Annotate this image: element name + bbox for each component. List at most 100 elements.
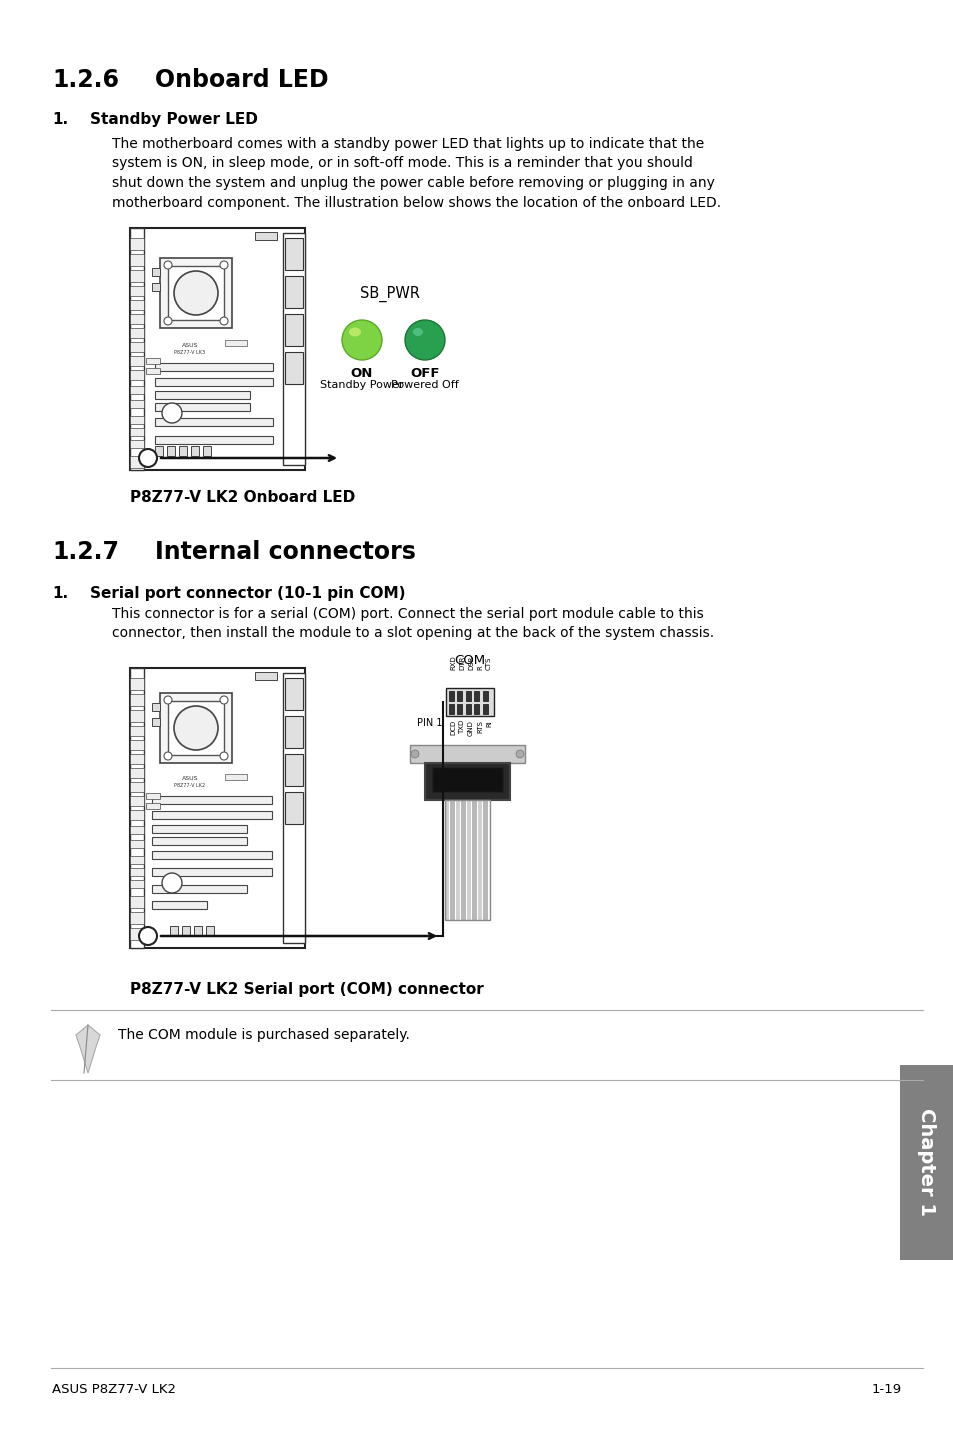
Text: 1.2.7: 1.2.7 <box>52 541 119 564</box>
Bar <box>474 692 479 700</box>
Bar <box>444 800 490 920</box>
Bar <box>285 754 303 787</box>
Bar <box>152 902 207 909</box>
Text: ASUS: ASUS <box>182 777 198 781</box>
Text: connector, then install the module to a slot opening at the back of the system c: connector, then install the module to a … <box>112 627 714 640</box>
Bar <box>449 692 454 700</box>
Ellipse shape <box>413 328 422 336</box>
Text: DTR: DTR <box>458 656 464 670</box>
Bar <box>474 705 479 715</box>
Text: 1.2.6: 1.2.6 <box>52 68 119 92</box>
Text: Chapter 1: Chapter 1 <box>917 1109 936 1217</box>
Text: P8Z77-V LK2 Serial port (COM) connector: P8Z77-V LK2 Serial port (COM) connector <box>130 982 483 997</box>
Circle shape <box>162 873 182 893</box>
Bar <box>130 416 144 424</box>
Bar <box>130 856 144 864</box>
Text: RXD: RXD <box>450 656 456 670</box>
Bar <box>225 339 247 347</box>
Bar <box>467 800 471 920</box>
Bar <box>483 800 488 920</box>
Bar <box>130 301 144 311</box>
Bar <box>285 239 303 270</box>
Text: RI: RI <box>485 720 492 726</box>
Bar <box>130 810 144 820</box>
Bar <box>130 782 144 792</box>
Bar <box>168 700 224 755</box>
Bar <box>130 385 144 394</box>
Text: ASUS P8Z77-V LK2: ASUS P8Z77-V LK2 <box>52 1383 175 1396</box>
Bar <box>152 718 160 726</box>
Bar <box>170 926 178 936</box>
Bar <box>285 313 303 347</box>
Bar <box>130 912 144 925</box>
Text: The motherboard comes with a standby power LED that lights up to indicate that t: The motherboard comes with a standby pow… <box>112 137 703 151</box>
Bar <box>465 692 471 700</box>
Bar <box>283 233 305 464</box>
Circle shape <box>173 270 218 315</box>
Bar <box>203 446 211 456</box>
Circle shape <box>220 316 228 325</box>
Bar <box>154 446 163 456</box>
Bar <box>130 710 144 722</box>
Circle shape <box>173 706 218 751</box>
Bar <box>168 266 224 321</box>
Bar <box>130 695 144 706</box>
Bar <box>130 896 144 907</box>
Bar <box>130 754 144 764</box>
Text: PIN 1: PIN 1 <box>417 718 442 728</box>
Bar <box>130 229 305 470</box>
Bar <box>130 825 144 834</box>
Text: COM: COM <box>454 654 485 667</box>
Bar <box>206 926 213 936</box>
Bar <box>456 800 460 920</box>
Circle shape <box>164 262 172 269</box>
Bar <box>285 352 303 384</box>
Text: Onboard LED: Onboard LED <box>154 68 328 92</box>
Bar <box>130 726 144 736</box>
Bar <box>191 446 199 456</box>
Bar <box>130 342 144 352</box>
Bar <box>283 673 305 943</box>
Bar <box>130 741 144 751</box>
Bar <box>130 328 144 338</box>
Text: motherboard component. The illustration below shows the location of the onboard : motherboard component. The illustration … <box>112 196 720 210</box>
Bar <box>450 800 455 920</box>
Bar <box>130 677 144 690</box>
Bar <box>130 429 144 436</box>
Bar <box>167 446 174 456</box>
Bar <box>285 716 303 748</box>
Bar <box>152 837 247 846</box>
Bar <box>146 368 160 374</box>
Bar <box>160 693 232 764</box>
Bar <box>154 418 273 426</box>
Bar <box>130 229 144 470</box>
Bar <box>465 705 471 715</box>
Bar <box>193 926 202 936</box>
Bar <box>130 357 144 367</box>
Bar <box>130 440 144 449</box>
Text: Internal connectors: Internal connectors <box>154 541 416 564</box>
Bar <box>130 869 144 876</box>
Circle shape <box>164 696 172 705</box>
Circle shape <box>139 928 157 945</box>
Bar <box>424 764 510 800</box>
Text: DCD: DCD <box>450 720 456 735</box>
Bar <box>152 851 272 858</box>
Circle shape <box>139 449 157 467</box>
Bar <box>446 687 494 716</box>
Text: Powered Off: Powered Off <box>391 380 458 390</box>
Bar <box>482 705 488 715</box>
Text: shut down the system and unplug the power cable before removing or plugging in a: shut down the system and unplug the powe… <box>112 175 714 190</box>
Bar <box>130 313 144 324</box>
Bar <box>152 869 272 876</box>
Bar <box>152 267 160 276</box>
Text: P8Z77-V LK2: P8Z77-V LK2 <box>174 784 205 788</box>
Bar <box>179 446 187 456</box>
Bar <box>152 884 247 893</box>
Text: DSR: DSR <box>468 656 474 670</box>
Text: system is ON, in sleep mode, or in soft-off mode. This is a reminder that you sh: system is ON, in sleep mode, or in soft-… <box>112 157 692 171</box>
Bar <box>130 456 144 467</box>
Text: Serial port connector (10-1 pin COM): Serial port connector (10-1 pin COM) <box>90 587 405 601</box>
Bar <box>160 257 232 328</box>
Circle shape <box>341 321 381 360</box>
